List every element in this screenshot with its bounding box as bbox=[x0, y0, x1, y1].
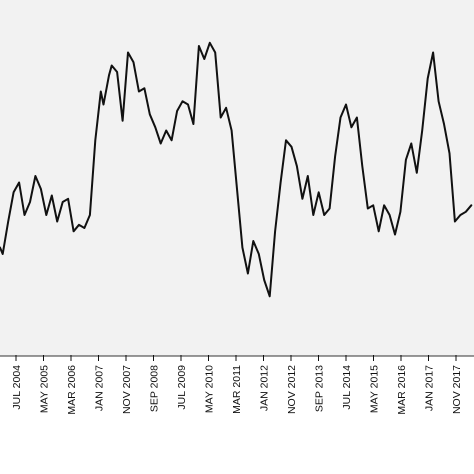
x-tick-label: SEP 2008 bbox=[149, 365, 161, 412]
x-tick-label: MAR 2011 bbox=[231, 365, 243, 414]
x-tick-label: JAN 2007 bbox=[94, 365, 106, 411]
x-tick-label: NOV 2007 bbox=[121, 365, 133, 414]
x-tick-label: JAN 2012 bbox=[259, 365, 271, 411]
x-tick-label: JAN 2017 bbox=[424, 365, 436, 411]
x-tick-label: MAR 2016 bbox=[396, 365, 408, 415]
x-tick-label: MAY 2010 bbox=[204, 365, 216, 413]
x-axis-ticks bbox=[15, 355, 457, 361]
x-tick-label: MAY 2005 bbox=[39, 365, 51, 413]
series-layer bbox=[0, 41, 473, 298]
x-tick-label: JUL 2004 bbox=[11, 365, 23, 410]
x-tick-label: NOV 2017 bbox=[451, 365, 463, 414]
x-tick-label: JUL 2014 bbox=[341, 365, 353, 410]
x-axis-tick-labels: JUL 2004 MAY 2005 MAR 2006 JAN 2007 NOV 2007… bbox=[11, 365, 463, 415]
plot-area bbox=[0, 0, 474, 357]
x-tick-label: MAR 2006 bbox=[66, 365, 78, 415]
x-tick-label: MAY 2015 bbox=[369, 365, 381, 413]
x-tick-label: NOV 2012 bbox=[286, 365, 298, 414]
x-tick-label: JUL 2009 bbox=[176, 365, 188, 410]
series-line-0 bbox=[0, 41, 473, 298]
x-tick-label: SEP 2013 bbox=[314, 365, 326, 412]
